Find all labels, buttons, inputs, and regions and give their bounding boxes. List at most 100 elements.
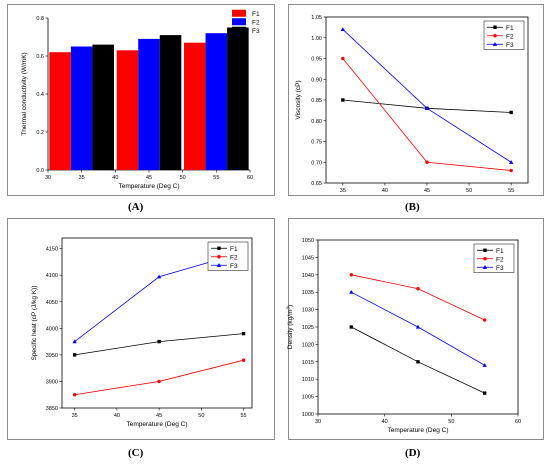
legend-label-f2: F2	[506, 33, 514, 40]
bar-f1	[49, 52, 71, 171]
y-tick-label: 0.2	[36, 130, 44, 136]
point-f1	[341, 98, 345, 102]
legend-marker-f3	[492, 42, 498, 46]
legend-label-f1: F1	[230, 246, 238, 253]
series-line-f1	[351, 326, 485, 394]
legend-label-f1: F1	[496, 248, 504, 255]
legend-box	[473, 243, 515, 273]
point-f1	[416, 360, 420, 364]
point-f3	[349, 290, 354, 294]
point-f2	[425, 160, 429, 164]
y-axis-label: Thermal conductivity (W/mK)	[21, 52, 28, 135]
y-axis-label-text: Density (kg/m	[287, 309, 294, 349]
x-tick-label: 45	[156, 413, 162, 419]
x-tick-label: 40	[114, 413, 120, 419]
point-f2	[349, 273, 354, 277]
y-tick-label: 1.05	[311, 15, 322, 21]
point-f2	[241, 358, 246, 362]
bar-f3	[159, 35, 182, 170]
legend-label-f1: F1	[252, 11, 260, 18]
legend-label-f1: F1	[506, 25, 514, 32]
x-tick-label: 50	[448, 419, 454, 425]
y-tick-label: 1045	[302, 255, 314, 261]
legend-marker-f1	[493, 25, 497, 29]
panel-c-label: (C)	[128, 447, 144, 459]
legend-label-f2: F2	[252, 19, 260, 26]
y-tick-label: 1015	[302, 360, 314, 366]
y-tick-label: 0.8	[36, 16, 44, 22]
plot-area-border	[61, 237, 253, 409]
point-f3	[72, 339, 77, 344]
y-tick-label: 1005	[302, 395, 314, 401]
y-axis-label: Viscosity (cP)	[295, 80, 302, 119]
point-f1	[157, 339, 161, 344]
legend-marker-f1	[217, 246, 221, 250]
legend-marker-f2	[493, 34, 497, 38]
y-tick-label: 1030	[302, 308, 314, 314]
point-f3	[424, 106, 430, 110]
point-f2	[509, 168, 513, 173]
x-tick-label: 60	[515, 419, 521, 425]
legend-label-f3: F3	[506, 42, 514, 49]
x-axis-label: Temperature (Deg C)	[387, 427, 448, 434]
x-tick-label: 40	[382, 419, 388, 425]
legend-marker-f2	[483, 257, 487, 261]
point-f3	[156, 274, 162, 279]
legend-box	[207, 241, 249, 271]
legend-swatch-f1	[232, 9, 246, 17]
y-tick-label: 1010	[302, 377, 314, 383]
x-tick-label: 35	[79, 175, 85, 181]
y-tick-label: 1000	[302, 412, 314, 418]
x-tick-label: 30	[45, 175, 51, 181]
y-tick-label: 3950	[46, 353, 58, 359]
bar-f2	[205, 33, 228, 171]
bar-f2	[138, 38, 160, 171]
y-tick-label: 0.80	[311, 119, 322, 125]
y-tick-label: 4000	[46, 326, 58, 332]
y-tick-label: 3850	[46, 406, 58, 412]
legend-swatch-f3	[232, 26, 246, 34]
bar-f3	[92, 44, 114, 170]
legend-marker-f3	[216, 263, 222, 267]
bar-f1	[184, 42, 206, 171]
x-tick-label: 50	[466, 188, 472, 194]
y-tick-label: 0.70	[311, 160, 322, 166]
y-tick-label: 0.6	[36, 54, 44, 60]
legend-marker-f2	[217, 255, 221, 259]
point-f1	[509, 110, 513, 115]
bar-f3	[227, 27, 249, 170]
legend-swatch-f2	[232, 18, 246, 26]
x-axis-label: Temperature (Deg C)	[118, 183, 179, 190]
legend-label-f3: F3	[230, 263, 238, 270]
bar-f2	[70, 46, 93, 170]
y-tick-label: 0.65	[311, 181, 322, 187]
legend-label-f2: F2	[496, 256, 504, 263]
x-tick-label: 45	[424, 188, 430, 194]
x-tick-label: 40	[112, 175, 118, 181]
series-line-f3	[351, 291, 485, 366]
point-f3	[415, 324, 421, 329]
x-tick-label: 35	[72, 413, 78, 419]
y-tick-label: 0.90	[311, 77, 322, 83]
panel-d-label: (D)	[405, 447, 421, 459]
point-f3	[482, 363, 487, 367]
y-tick-label: 4050	[46, 300, 58, 306]
legend-label-f2: F2	[230, 254, 238, 261]
y-tick-label: 0.0	[36, 168, 44, 174]
point-f3	[340, 27, 346, 32]
y-tick-label: 1050	[302, 238, 314, 244]
panel-a-label: (A)	[128, 201, 144, 213]
x-tick-label: 50	[198, 413, 204, 419]
y-tick-label: 0.95	[311, 57, 322, 63]
x-tick-label: 35	[340, 188, 346, 194]
legend-box	[483, 20, 525, 50]
point-f1	[241, 331, 246, 336]
point-f2	[416, 287, 420, 291]
legend-label-f3: F3	[496, 265, 504, 272]
x-tick-label: 55	[240, 413, 246, 419]
y-tick-label: 4150	[46, 247, 58, 253]
